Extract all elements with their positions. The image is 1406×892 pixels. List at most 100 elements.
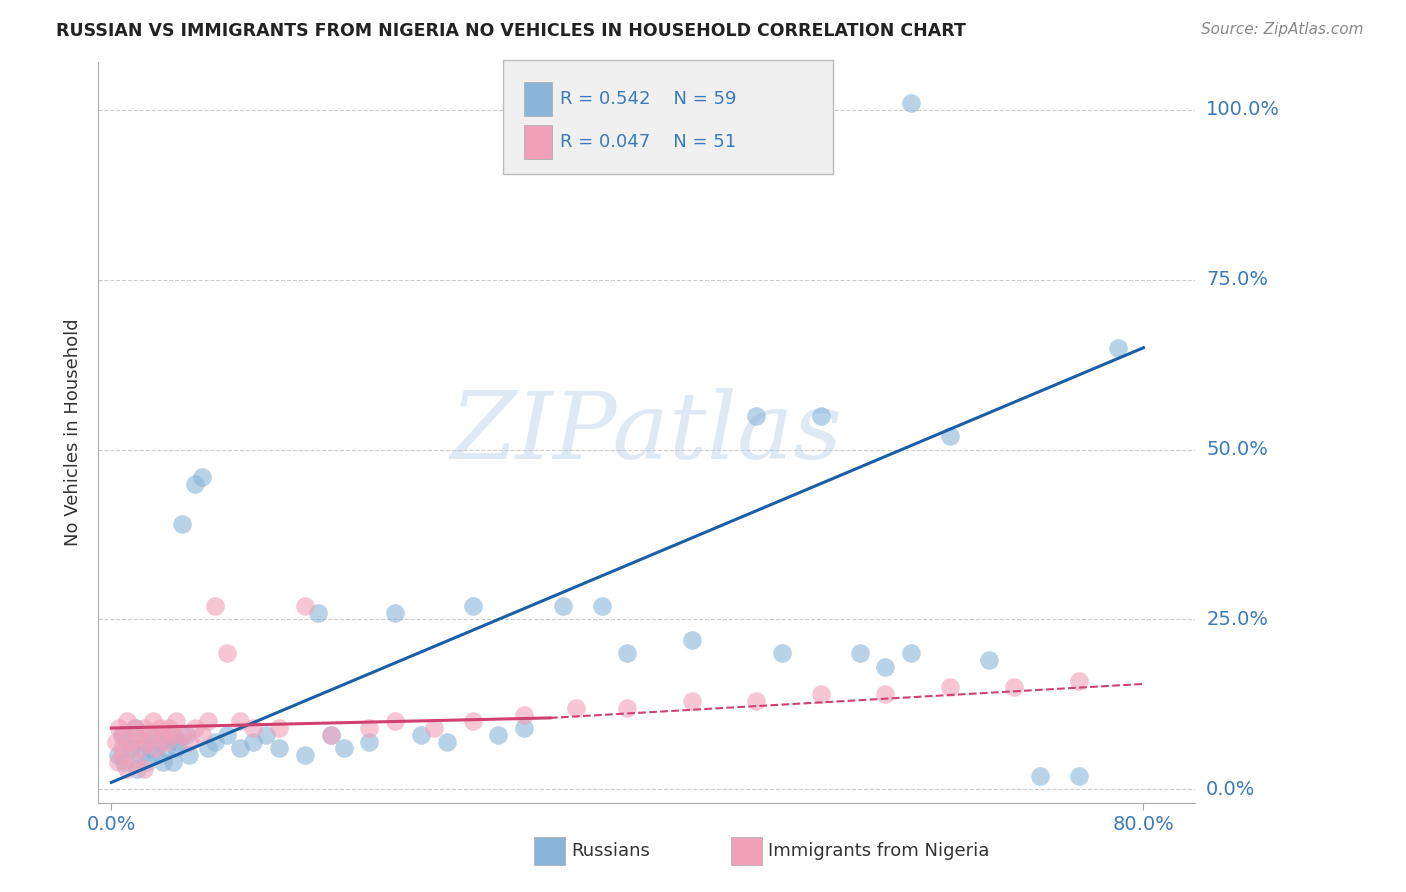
Point [128,741,150,756]
Point [681,694,703,708]
Point [162,728,184,742]
Text: Source: ZipAtlas.com: Source: ZipAtlas.com [1201,22,1364,37]
Point [294,599,316,613]
Text: 50.0%: 50.0% [1206,440,1268,459]
Point [115,762,138,776]
Point [591,599,613,613]
Point [108,721,131,735]
Point [513,721,536,735]
Point [423,721,446,735]
Point [939,681,962,695]
Point [165,741,187,756]
Point [875,660,897,674]
Point [155,741,177,756]
Point [254,728,277,742]
Text: Immigrants from Nigeria: Immigrants from Nigeria [768,842,988,860]
Point [217,728,239,742]
Point [1067,769,1090,783]
Point [149,734,172,748]
Point [132,762,155,776]
Point [184,476,207,491]
Point [319,728,342,742]
Text: 0.0%: 0.0% [1206,780,1256,798]
Point [172,728,194,742]
Point [384,714,406,729]
Point [745,694,768,708]
Point [124,721,146,735]
Point [120,734,142,748]
Point [177,748,200,763]
Point [513,707,536,722]
Point [307,606,329,620]
Point [124,755,146,769]
Point [436,734,458,748]
Point [157,721,180,735]
Point [461,714,484,729]
Point [112,728,135,742]
Text: 25.0%: 25.0% [1206,610,1268,629]
Point [267,741,290,756]
Point [184,721,207,735]
Point [810,409,832,423]
Point [107,748,129,763]
Point [105,734,128,748]
Point [565,700,588,714]
Point [461,599,484,613]
Text: ZIPatlas: ZIPatlas [451,388,842,477]
Point [165,714,187,729]
Point [157,728,180,742]
Point [810,687,832,701]
Point [616,700,638,714]
Point [197,714,219,729]
Point [132,721,155,735]
Point [127,728,149,742]
Point [174,728,197,742]
Point [486,728,509,742]
Point [332,741,354,756]
Point [111,741,134,756]
Point [155,734,177,748]
Point [359,734,381,748]
Point [127,762,149,776]
Point [875,687,897,701]
Point [190,469,212,483]
Point [115,734,138,748]
Point [107,755,129,769]
Point [139,728,162,742]
Point [900,96,922,111]
Point [136,734,159,748]
Point [977,653,1000,667]
Point [115,714,138,729]
Y-axis label: No Vehicles in Household: No Vehicles in Household [65,318,83,547]
Point [242,734,264,748]
Point [197,741,219,756]
Point [229,714,252,729]
Point [132,734,155,748]
Point [770,646,793,660]
Text: R = 0.047    N = 51: R = 0.047 N = 51 [560,133,737,151]
Point [120,741,142,756]
Point [190,728,212,742]
Text: 75.0%: 75.0% [1206,270,1268,289]
Point [384,606,406,620]
Point [152,728,174,742]
Point [111,728,134,742]
Point [1029,769,1052,783]
Point [204,599,226,613]
Point [294,748,316,763]
Point [152,755,174,769]
Point [177,734,200,748]
Point [204,734,226,748]
Point [242,721,264,735]
Point [848,646,870,660]
Point [1107,341,1129,355]
Point [142,714,165,729]
Point [139,741,162,756]
Point [359,721,381,735]
Text: RUSSIAN VS IMMIGRANTS FROM NIGERIA NO VEHICLES IN HOUSEHOLD CORRELATION CHART: RUSSIAN VS IMMIGRANTS FROM NIGERIA NO VE… [56,22,966,40]
Point [551,599,574,613]
Point [142,728,165,742]
Point [409,728,432,742]
Point [1004,681,1026,695]
Point [162,755,184,769]
